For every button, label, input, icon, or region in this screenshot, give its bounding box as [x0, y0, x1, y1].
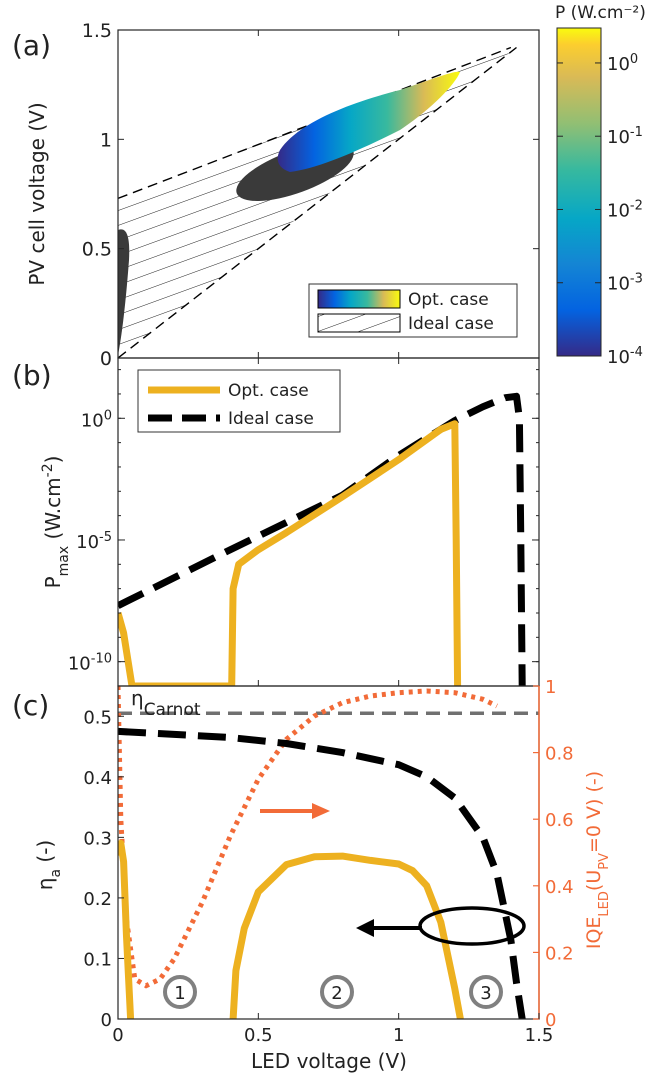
panel-c-y2-label: IQELED(UPV=0 V) (-) — [583, 771, 612, 949]
legend-label-opt-b: Opt. case — [228, 381, 309, 401]
panel-a-label: (a) — [12, 29, 51, 62]
x-ticks: 0 0.5 1 1.5 — [112, 1013, 553, 1046]
panel-a-legend: Opt. case Ideal case — [308, 283, 518, 338]
panel-a: (a) 0 0.5 1 1.5 PV cell voltage (V) Opt. ca… — [12, 20, 540, 370]
panel-b: (b) 10-10 10-5 100 Pmax (W.cm-2) Opt. case… — [12, 357, 540, 687]
carnot-label: ηCarnot — [131, 686, 201, 720]
colorbar-tick-label: 10-1 — [607, 125, 643, 149]
panel-b-legend: Opt. case Ideal case — [137, 369, 341, 433]
panel-c-y-tick-label: 0.5 — [83, 707, 112, 728]
panel-a-y-ticks: 0 0.5 1 1.5 — [82, 20, 539, 370]
colorbar-ticks: 10-4 10-3 10-2 10-1 100 — [557, 51, 643, 368]
panel-a-y-tick-label: 1.5 — [82, 20, 112, 42]
panel-b-y-tick-label: 10-10 — [68, 651, 112, 675]
region-marker-1 — [163, 975, 197, 1009]
region-markers: 1 2 3 — [163, 975, 503, 1009]
x-tick-label: 1.5 — [525, 1025, 554, 1046]
panel-b-legend-box — [137, 369, 341, 433]
colorbar-tick-label: 100 — [607, 51, 638, 75]
series-line-iqe — [118, 686, 498, 989]
eta-arrow — [356, 906, 526, 946]
series-line-opt-c-segment-1 — [118, 839, 135, 1019]
panel-c-y2-tick-label: 0.2 — [545, 943, 574, 964]
colorbar-tick-label: 10-4 — [607, 345, 643, 369]
panel-c-y2-tick-label: 0.4 — [545, 877, 574, 898]
ideal-lower-boundary — [118, 46, 517, 358]
series-line-opt-c-segment-2 — [229, 852, 464, 1019]
panel-c: (c) 0 0.1 0.2 0.3 0.4 0.5 0 0.2 0.4 0.6 0.8 1 0 0.5… — [12, 677, 612, 1073]
series-line-ideal-b — [118, 392, 526, 686]
colorbar-tick-label: 10-3 — [607, 271, 643, 295]
panel-c-label: (c) — [12, 689, 49, 722]
panel-b-y-label: Pmax (W.cm-2) — [40, 456, 72, 589]
panel-c-y2-tick-label: 0 — [545, 1010, 556, 1031]
panel-c-y-tick-label: 0.4 — [83, 768, 112, 789]
colorbar-tick-label: 10-2 — [607, 198, 643, 222]
panel-b-label: (b) — [12, 359, 52, 392]
legend-label-ideal: Ideal case — [408, 314, 494, 334]
region-marker-3-label: 3 — [480, 983, 491, 1004]
legend-label-ideal-b: Ideal case — [228, 409, 314, 429]
panel-a-y-tick-label: 1 — [100, 129, 112, 151]
colorbar-gradient — [556, 27, 602, 357]
panel-b-y-tick-label: 10-5 — [76, 529, 112, 553]
panel-c-y2-tick-label: 1 — [545, 677, 556, 698]
panel-c-y2-tick-label: 0.6 — [545, 810, 574, 831]
panel-c-y2-ticks: 0 0.2 0.4 0.6 0.8 1 — [533, 677, 574, 1031]
region-marker-3 — [469, 975, 503, 1009]
panel-c-y-tick-label: 0.1 — [83, 949, 112, 970]
series-line-opt-b — [118, 420, 462, 686]
x-tick-label: 1 — [393, 1025, 404, 1046]
panel-b-plot — [118, 392, 526, 686]
iqe-arrow-head — [312, 803, 330, 819]
panel-c-y-ticks: 0 0.1 0.2 0.3 0.4 0.5 — [83, 707, 124, 1031]
x-axis-label: LED voltage (V) — [251, 1049, 407, 1073]
panel-a-plot — [118, 46, 517, 358]
opt-region-dark-spike — [118, 229, 130, 355]
colorbar-title: P (W.cm⁻²) — [555, 3, 646, 23]
panel-a-y-label: PV cell voltage (V) — [25, 102, 49, 285]
panel-a-y-tick-label: 0 — [100, 348, 112, 370]
colorbar: P (W.cm⁻²) 10-4 10-3 10-2 10-1 100 — [555, 3, 646, 368]
panel-c-y2-tick-label: 0.8 — [545, 744, 574, 765]
panel-b-y-tick-label: 100 — [81, 408, 112, 432]
eta-arrow-head — [356, 919, 374, 937]
panel-a-y-tick-label: 0.5 — [82, 239, 112, 261]
region-marker-2-label: 2 — [331, 983, 342, 1004]
panel-c-y-tick-label: 0.2 — [83, 889, 112, 910]
legend-swatch-opt — [317, 289, 401, 309]
panel-c-y-label: ηa (-) — [33, 840, 64, 890]
legend-swatch-ideal — [317, 313, 401, 333]
panel-b-y-ticks: 10-10 10-5 100 — [68, 358, 539, 687]
region-marker-1-label: 1 — [174, 983, 185, 1004]
x-tick-label: 0.5 — [244, 1025, 273, 1046]
ideal-region-hatch — [118, 47, 517, 358]
panel-c-y-tick-label: 0 — [101, 1010, 112, 1031]
opt-region-colored — [277, 71, 460, 172]
legend-label-opt: Opt. case — [408, 290, 489, 310]
panel-c-plot — [118, 686, 539, 1019]
x-tick-label: 0 — [112, 1025, 123, 1046]
region-marker-2 — [320, 975, 354, 1009]
eta-highlight-ellipse — [418, 906, 526, 946]
series-line-ideal-c — [118, 727, 526, 1019]
panel-c-y-tick-label: 0.3 — [83, 828, 112, 849]
iqe-arrow — [260, 803, 330, 819]
